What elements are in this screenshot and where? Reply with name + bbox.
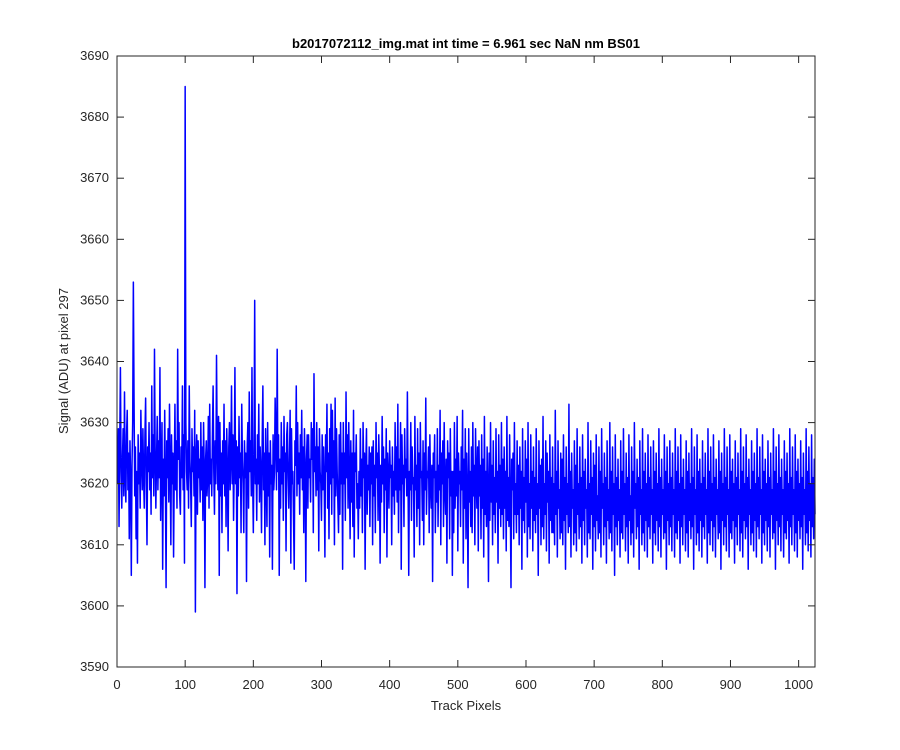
x-tick-label: 900 <box>720 677 742 692</box>
y-tick-label: 3590 <box>80 659 109 674</box>
y-tick-label: 3600 <box>80 598 109 613</box>
x-tick-label: 1000 <box>784 677 813 692</box>
chart-title: b2017072112_img.mat int time = 6.961 sec… <box>292 36 640 51</box>
x-axis-label: Track Pixels <box>431 698 502 713</box>
series-layer <box>116 85 816 613</box>
x-tick-label: 300 <box>311 677 333 692</box>
x-tick-label: 500 <box>447 677 469 692</box>
y-tick-label: 3640 <box>80 354 109 369</box>
y-tick-label: 3650 <box>80 292 109 307</box>
x-tick-label: 600 <box>515 677 537 692</box>
y-tick-label: 3670 <box>80 170 109 185</box>
y-tick-label: 3620 <box>80 476 109 491</box>
y-tick-label: 3690 <box>80 48 109 63</box>
y-axis: 3590 3600 3610 3620 3630 3640 3650 3660 3670 3680… <box>80 48 815 674</box>
x-tick-label: 700 <box>583 677 605 692</box>
x-tick-label: 0 <box>113 677 120 692</box>
y-tick-label: 3660 <box>80 231 109 246</box>
x-axis: 0 100 200 300 400 500 600 700 800 900 1000 <box>113 56 813 692</box>
x-tick-label: 400 <box>379 677 401 692</box>
x-tick-label: 800 <box>651 677 673 692</box>
x-tick-label: 100 <box>174 677 196 692</box>
series-line-1 <box>116 85 816 613</box>
x-tick-label: 200 <box>242 677 264 692</box>
plot-area <box>117 56 815 667</box>
y-tick-label: 3630 <box>80 415 109 430</box>
y-tick-label: 3680 <box>80 109 109 124</box>
y-axis-label: Signal (ADU) at pixel 297 <box>56 288 71 434</box>
y-tick-label: 3610 <box>80 537 109 552</box>
